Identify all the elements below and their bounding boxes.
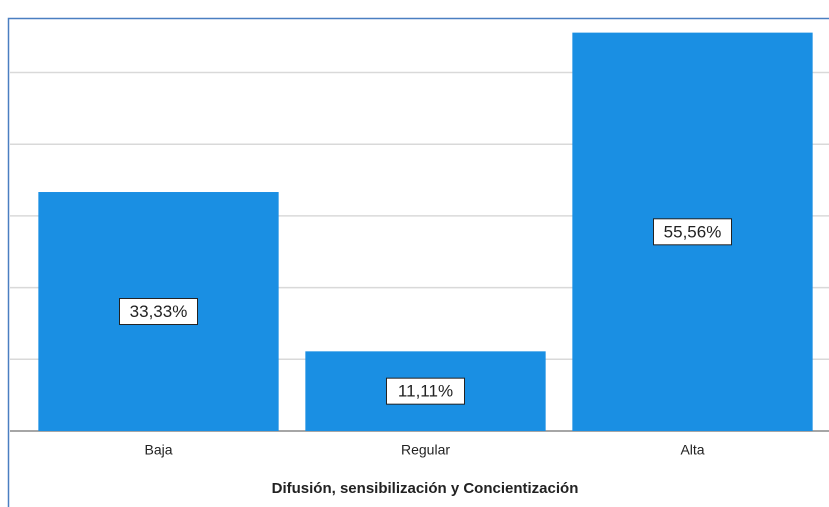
data-label-box — [386, 377, 465, 405]
x-tick-label: Alta — [680, 442, 704, 458]
x-tick-label: Regular — [401, 442, 450, 458]
data-label: 11,11% — [398, 382, 453, 401]
data-label-box — [653, 218, 732, 246]
x-tick-label: Baja — [144, 442, 172, 458]
data-label: 55,56% — [664, 222, 722, 241]
x-axis-title: Difusión, sensibilización y Concientizac… — [272, 480, 579, 497]
data-label-box — [119, 298, 198, 326]
data-label: 33,33% — [130, 302, 188, 321]
